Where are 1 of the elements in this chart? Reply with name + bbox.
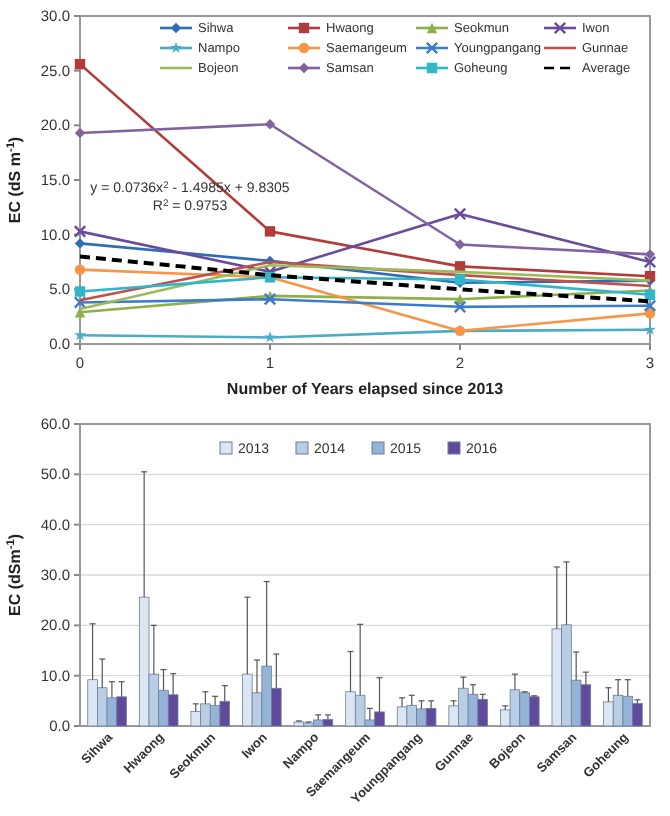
x-axis-title: Number of Years elapsed since 2013 <box>226 380 505 398</box>
